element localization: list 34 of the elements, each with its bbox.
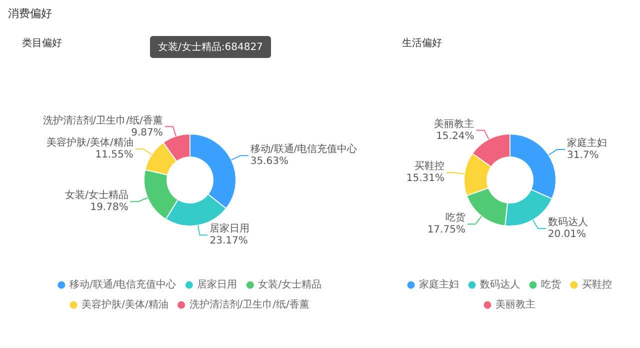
data-label: 11.55% (95, 150, 134, 161)
slice-label: 美容护肤/美体/精油 (46, 136, 134, 149)
legend-label: 居家日用 (197, 278, 238, 291)
data-label: 17.75% (427, 224, 466, 236)
slice-label: 洗护清洁剂/卫生巾/纸/香薰 (42, 114, 163, 126)
legend-label: 美丽教主 (496, 298, 536, 311)
data-label: 9.87% (131, 127, 163, 138)
legend-label: 移动/联通/电信充值中心 (69, 278, 176, 291)
slice-label: 数码达人 (548, 216, 588, 228)
slice-label: 家庭主妇 (566, 137, 607, 150)
data-label: 15.24% (436, 130, 474, 142)
text: 女装/女士精品:684827 (150, 36, 271, 58)
legend-label: 家庭主妇 (419, 278, 459, 291)
chart-title: 生活偏好 (401, 36, 443, 50)
legend-label: 洗护清洁剂/卫生巾/纸/香薰 (189, 298, 310, 311)
slice-label: 移动/联通/电信充值中心 (250, 143, 358, 156)
data-label: 35.63% (250, 156, 289, 168)
data-label: 31.7% (566, 150, 599, 162)
data-label: 19.78% (90, 202, 128, 214)
slice-label: 买鞋控 (414, 160, 444, 172)
slice-label: 居家日用 (210, 222, 250, 235)
data-label: 15.31% (406, 173, 444, 184)
slice-label: 美丽教主 (434, 118, 474, 130)
data-label: 20.01% (548, 229, 586, 240)
chart-title: 消费偏好 (7, 6, 53, 22)
legend-label: 数码达人 (480, 278, 520, 291)
slice-label: 吃货 (445, 212, 466, 224)
chart-subtitle: 类目偏好 (22, 38, 62, 49)
legend-label: 女装/女士精品 (258, 278, 322, 291)
legend-label: 美容护肤/美体/精油 (82, 298, 168, 311)
slice-label: 女装/女士精品 (64, 189, 128, 202)
data-label: 23.17% (210, 236, 248, 247)
legend-label: 买鞋控 (582, 278, 612, 291)
legend-label: 吃货 (541, 278, 561, 291)
